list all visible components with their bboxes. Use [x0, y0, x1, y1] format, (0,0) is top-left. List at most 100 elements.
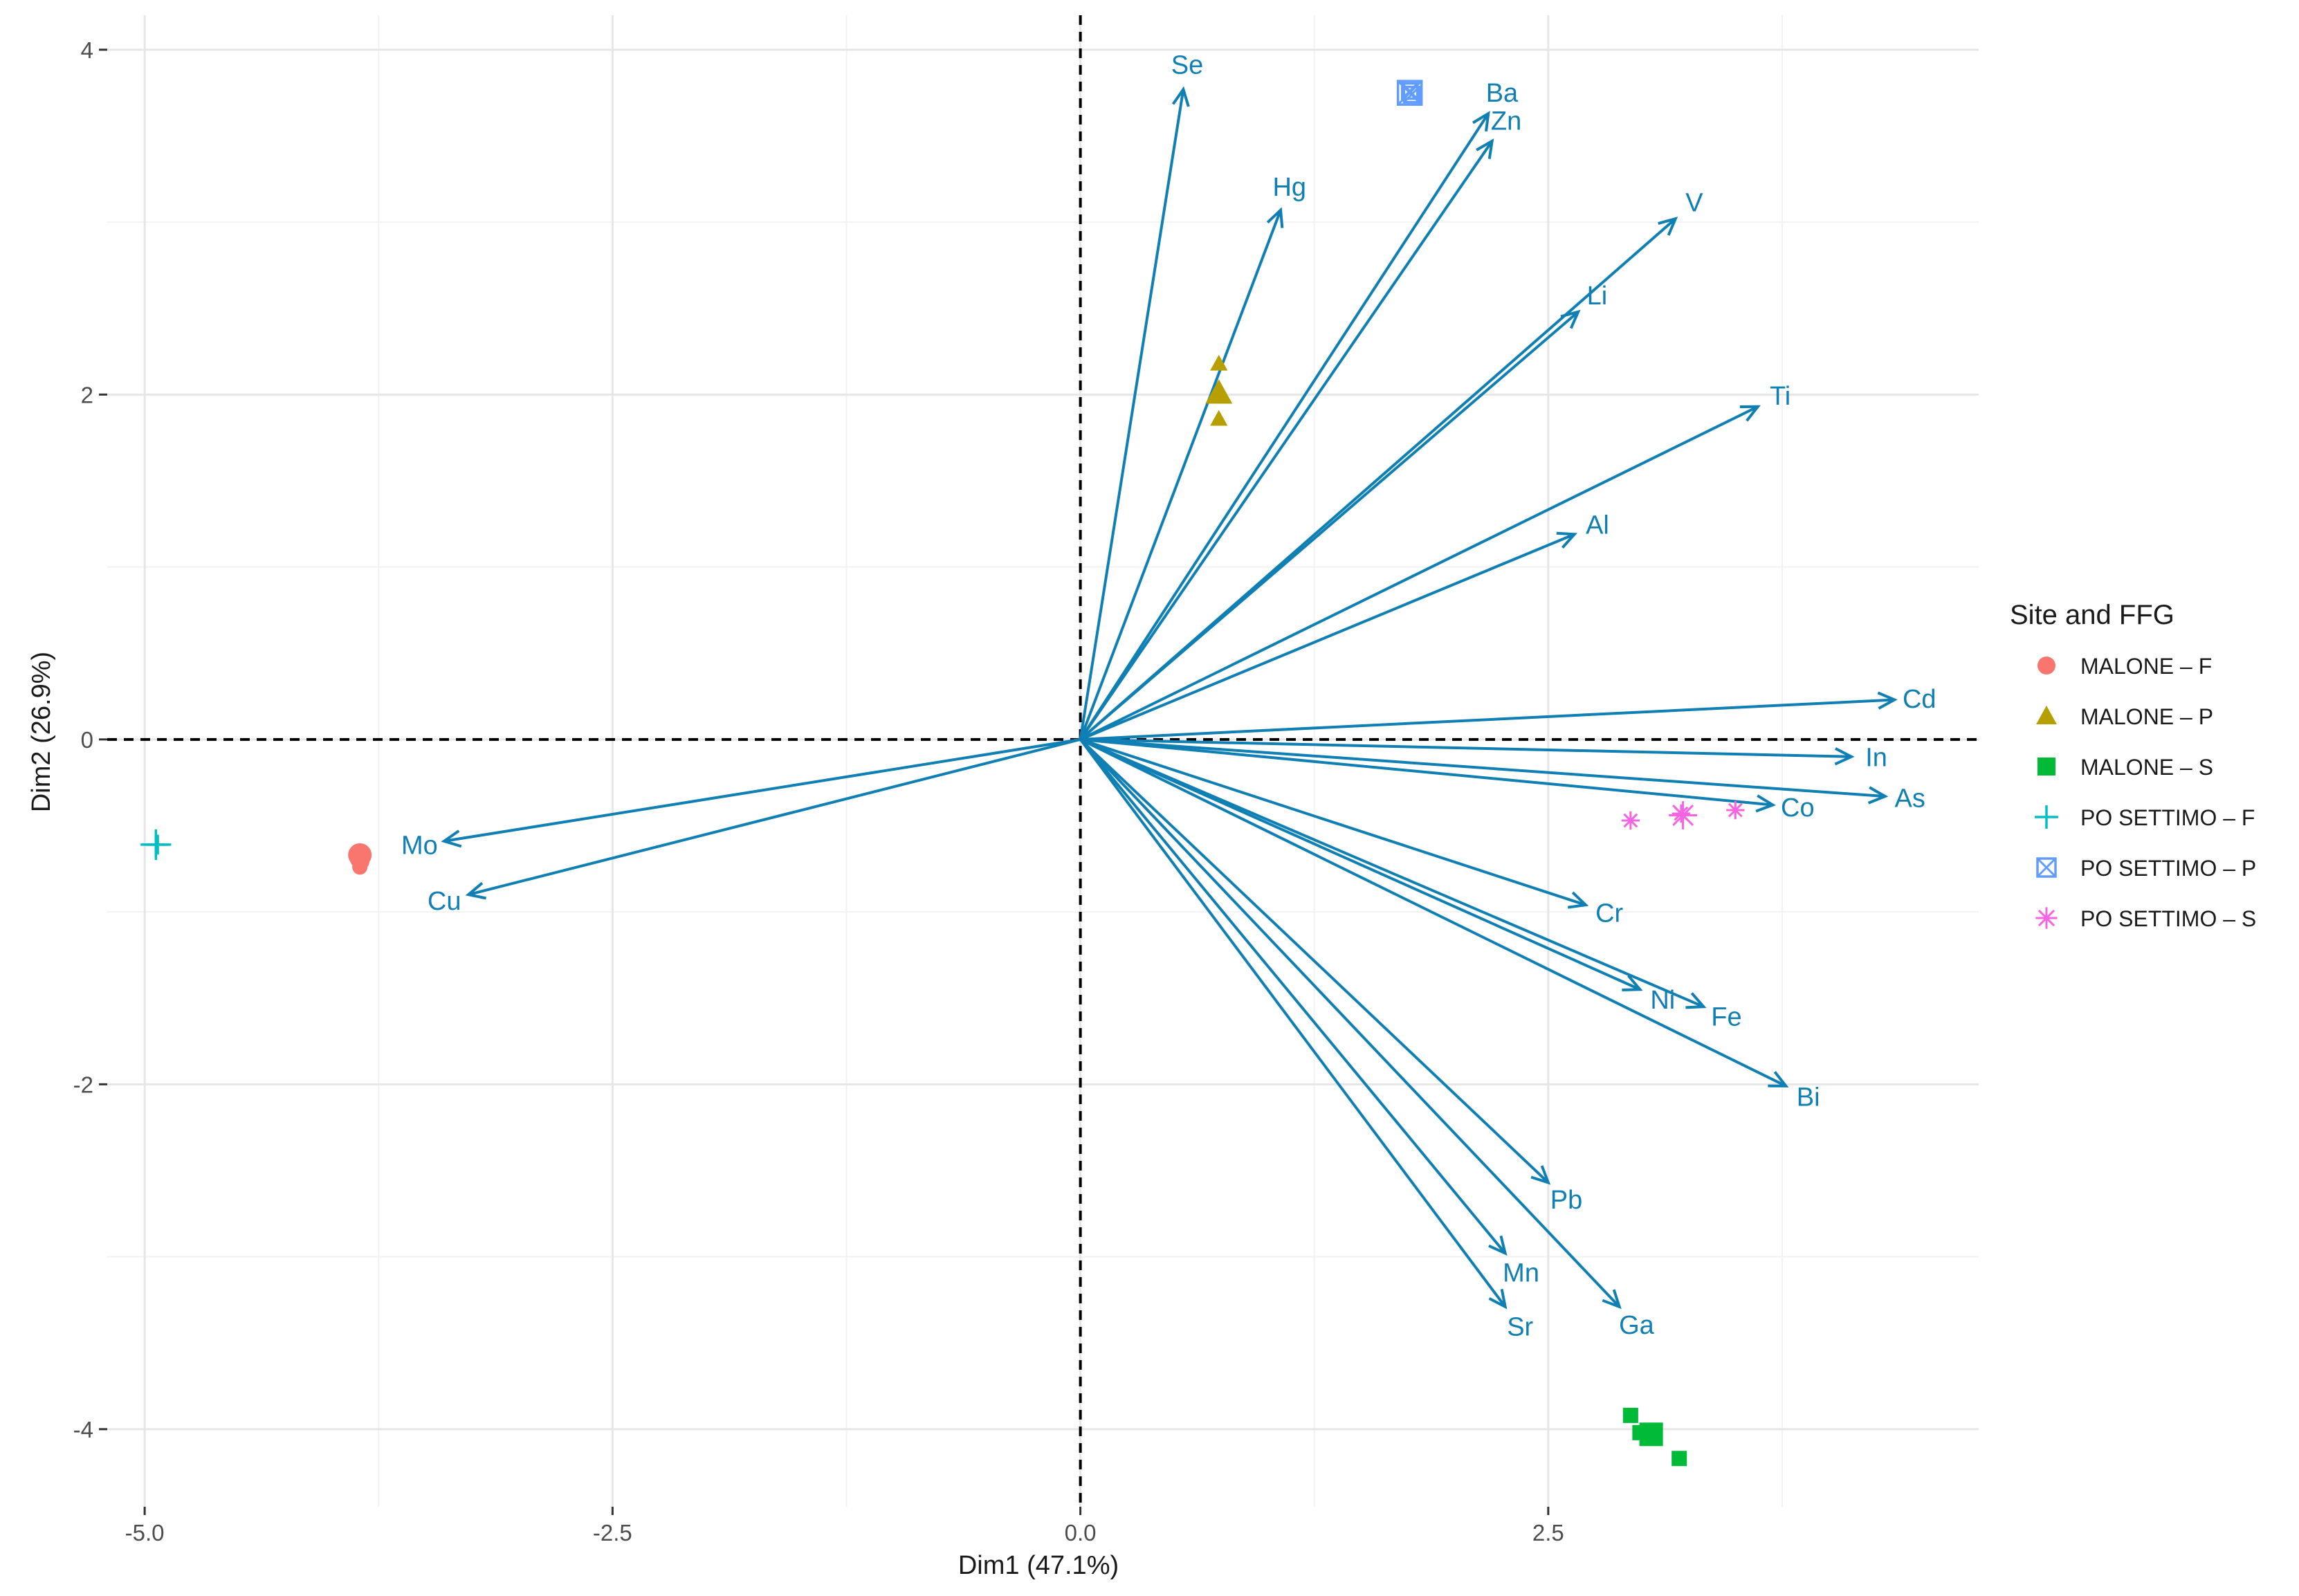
data-point: [1210, 410, 1228, 426]
arrow-head: [1567, 891, 1589, 909]
variable-label-ga: Ga: [1619, 1311, 1655, 1340]
data-point: [1645, 1428, 1661, 1444]
marker-square-outline: [2036, 857, 2057, 878]
variable-label-as: As: [1894, 785, 1925, 814]
variable-arrow-al: Al: [1079, 511, 1609, 741]
legend-key-6: [2035, 907, 2058, 929]
arrow-head: [1877, 691, 1898, 710]
grid: [107, 15, 1979, 1507]
data-point: [1726, 800, 1745, 820]
marker-triangle: [2036, 706, 2057, 724]
arrow-shaft: [1079, 738, 1550, 1184]
legend-label: PO SETTIMO – S: [2080, 906, 2256, 931]
legend-label: PO SETTIMO – P: [2080, 856, 2256, 881]
legend-key-3: [2037, 758, 2055, 776]
data-point: [1622, 1407, 1638, 1423]
legend-label: MALONE – P: [2080, 704, 2213, 729]
arrow-shaft: [468, 737, 1081, 897]
variable-label-cd: Cd: [1903, 685, 1936, 714]
variable-label-ti: Ti: [1770, 382, 1790, 411]
arrow-head: [1602, 1289, 1622, 1310]
y-tick-label: -2: [73, 1072, 93, 1097]
variable-arrow-mn: Mn: [1079, 738, 1539, 1287]
variable-arrow-ba: Ba: [1079, 79, 1519, 740]
marker-x-b: [2036, 857, 2057, 878]
arrow-head: [1658, 217, 1678, 236]
arrow-head: [465, 881, 486, 900]
variable-label-al: Al: [1586, 511, 1609, 540]
arrow-head: [1488, 1235, 1508, 1256]
arrow-head: [1739, 405, 1761, 422]
arrow-head: [1834, 747, 1855, 766]
legend-key-2: [2036, 706, 2057, 724]
variable-label-zn: Zn: [1491, 107, 1521, 136]
marker-circle: [2037, 657, 2055, 675]
legend-label: MALONE – F: [2080, 654, 2212, 679]
variable-label-co: Co: [1781, 794, 1815, 823]
data-point: [1621, 811, 1640, 830]
arrow-head: [1768, 1071, 1789, 1088]
variable-arrow-as: As: [1080, 737, 1925, 814]
variable-label-cr: Cr: [1595, 899, 1623, 928]
arrow-shaft: [1079, 737, 1586, 907]
arrow-shaft: [1080, 737, 1773, 807]
reference-lines: [107, 15, 1979, 1507]
arrow-head: [1685, 992, 1707, 1009]
arrow-shaft: [1079, 533, 1575, 741]
variable-label-mo: Mo: [401, 832, 438, 861]
variable-arrow-ti: Ti: [1079, 382, 1790, 741]
axes: -5.0 -2.5 0.0 2.5 -4 -2 0 2 4: [73, 37, 1564, 1545]
observation-points: [140, 80, 1745, 1467]
arrow-shaft: [1079, 738, 1705, 1009]
variable-arrow-se: Se: [1079, 51, 1203, 740]
arrow-head: [441, 829, 462, 848]
arrow-shaft: [1080, 737, 1885, 798]
arrow-shaft: [1079, 738, 1621, 1308]
variable-arrow-zn: Zn: [1079, 107, 1521, 740]
y-tick-label: 0: [81, 727, 93, 753]
legend-label: PO SETTIMO – F: [2080, 805, 2255, 830]
variable-arrow-sr: Sr: [1079, 738, 1534, 1342]
arrow-shaft: [1080, 737, 1852, 758]
arrow-shaft: [1079, 209, 1282, 740]
arrow-head: [1488, 1288, 1508, 1310]
arrow-shaft: [1079, 311, 1579, 741]
marker-square: [2037, 758, 2055, 776]
variable-label-fe: Fe: [1711, 1002, 1741, 1031]
arrow-head: [1476, 138, 1494, 159]
variable-label-in: In: [1865, 744, 1887, 773]
variable-label-pb: Pb: [1550, 1186, 1582, 1215]
data-point: [1671, 1451, 1687, 1467]
variable-arrow-cu: Cu: [428, 737, 1081, 916]
variable-arrow-cd: Cd: [1080, 685, 1936, 741]
variable-label-v: V: [1685, 188, 1703, 217]
arrow-head: [1472, 111, 1490, 132]
variable-arrow-bi: Bi: [1079, 738, 1820, 1112]
arrow-head: [1266, 207, 1284, 228]
marker-asterisk-stroke: [1672, 805, 1694, 826]
y-tick-label: -4: [73, 1417, 93, 1442]
data-point: [1669, 801, 1698, 829]
arrow-shaft: [1080, 698, 1895, 741]
arrow-shaft: [443, 737, 1081, 843]
variable-arrow-ni: Ni: [1079, 738, 1675, 1015]
y-tick-label: 4: [81, 37, 93, 63]
marker-square: [1622, 1407, 1638, 1423]
marker-asterisk-stroke: [2037, 909, 2055, 927]
arrow-head: [1622, 975, 1643, 992]
data-point: [1402, 85, 1421, 104]
arrow-shaft: [1079, 405, 1759, 741]
variable-arrow-mo: Mo: [401, 737, 1081, 861]
variable-label-mn: Mn: [1503, 1258, 1539, 1287]
arrow-shaft: [1079, 140, 1494, 740]
y-tick-label: 2: [81, 382, 93, 407]
legend-key-4: [2035, 805, 2058, 829]
x-tick-label: 2.5: [1532, 1520, 1564, 1545]
data-point: [147, 834, 168, 855]
legend-title: Site and FFG: [2010, 600, 2174, 630]
data-point: [352, 859, 368, 875]
variable-arrow-cr: Cr: [1079, 737, 1624, 928]
